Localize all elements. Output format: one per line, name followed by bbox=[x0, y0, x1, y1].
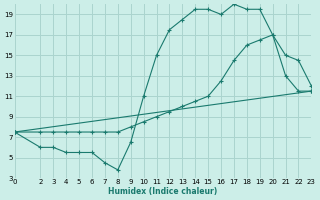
X-axis label: Humidex (Indice chaleur): Humidex (Indice chaleur) bbox=[108, 187, 218, 196]
